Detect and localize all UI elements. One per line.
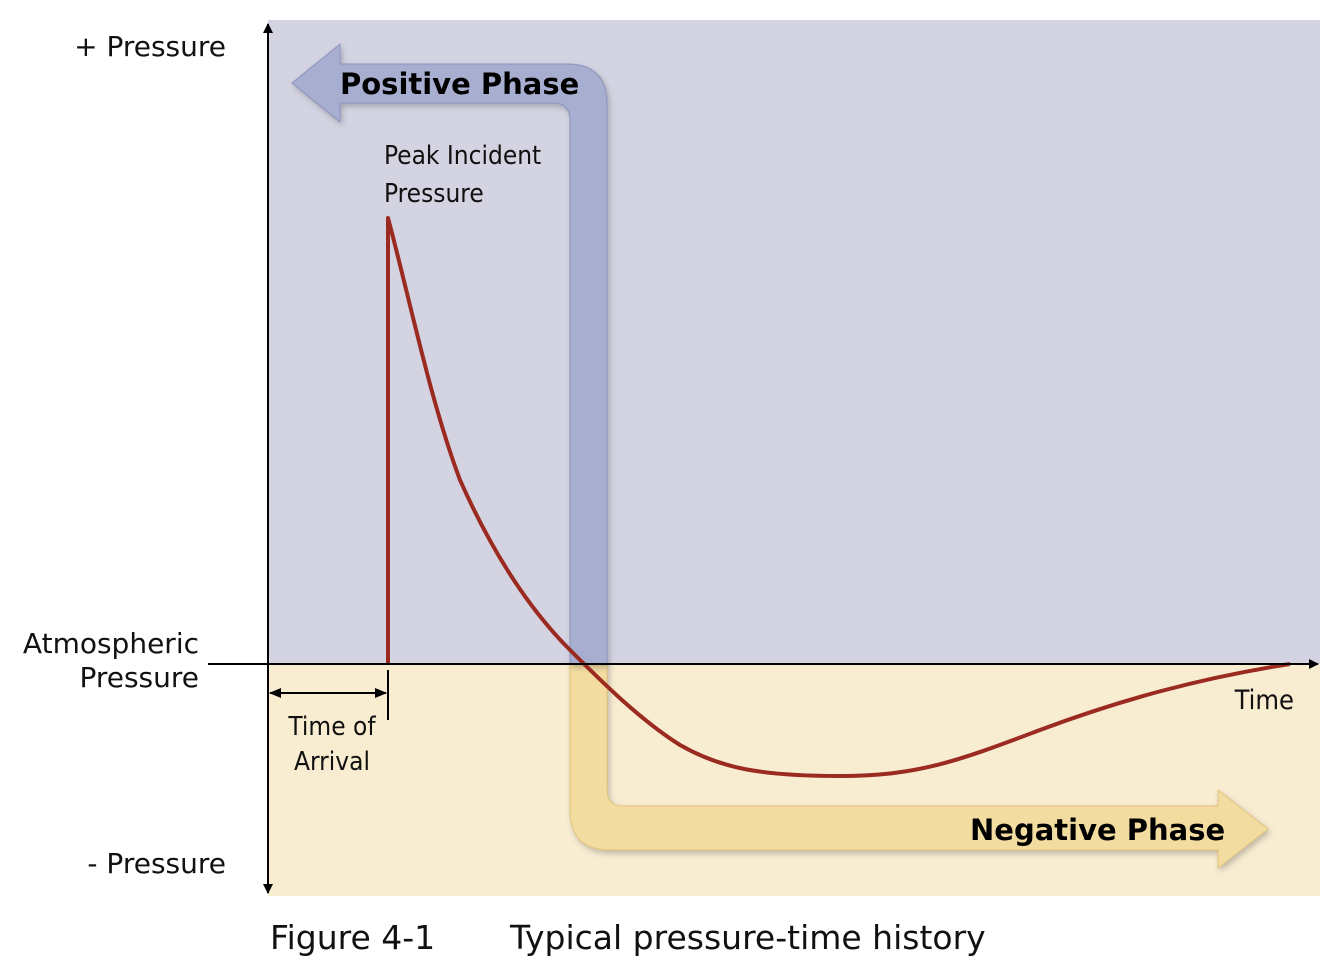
arrival-label-line2: Arrival: [294, 747, 370, 777]
figure-number: Figure 4-1: [270, 918, 436, 957]
baseline-label-line1: Atmospheric: [23, 627, 199, 660]
positive-phase-label: Positive Phase: [340, 67, 579, 101]
figure-title: Typical pressure-time history: [510, 918, 986, 957]
negative-phase-arrow: [569, 663, 1269, 870]
negative-pressure-region: [268, 664, 1320, 896]
y-axis-positive-label: + Pressure: [74, 30, 226, 63]
peak-label-line2: Pressure: [384, 179, 484, 209]
positive-pressure-region: [268, 20, 1320, 664]
peak-label-line1: Peak Incident: [384, 141, 541, 171]
y-axis-negative-label: - Pressure: [87, 847, 226, 880]
arrival-label-line1: Time of: [287, 712, 376, 742]
x-axis-label: Time: [1234, 685, 1294, 716]
positive-phase-arrow: [291, 42, 608, 665]
baseline-label-line2: Pressure: [79, 661, 199, 694]
negative-phase-label: Negative Phase: [970, 813, 1225, 847]
pressure-curve: [386, 216, 1291, 778]
